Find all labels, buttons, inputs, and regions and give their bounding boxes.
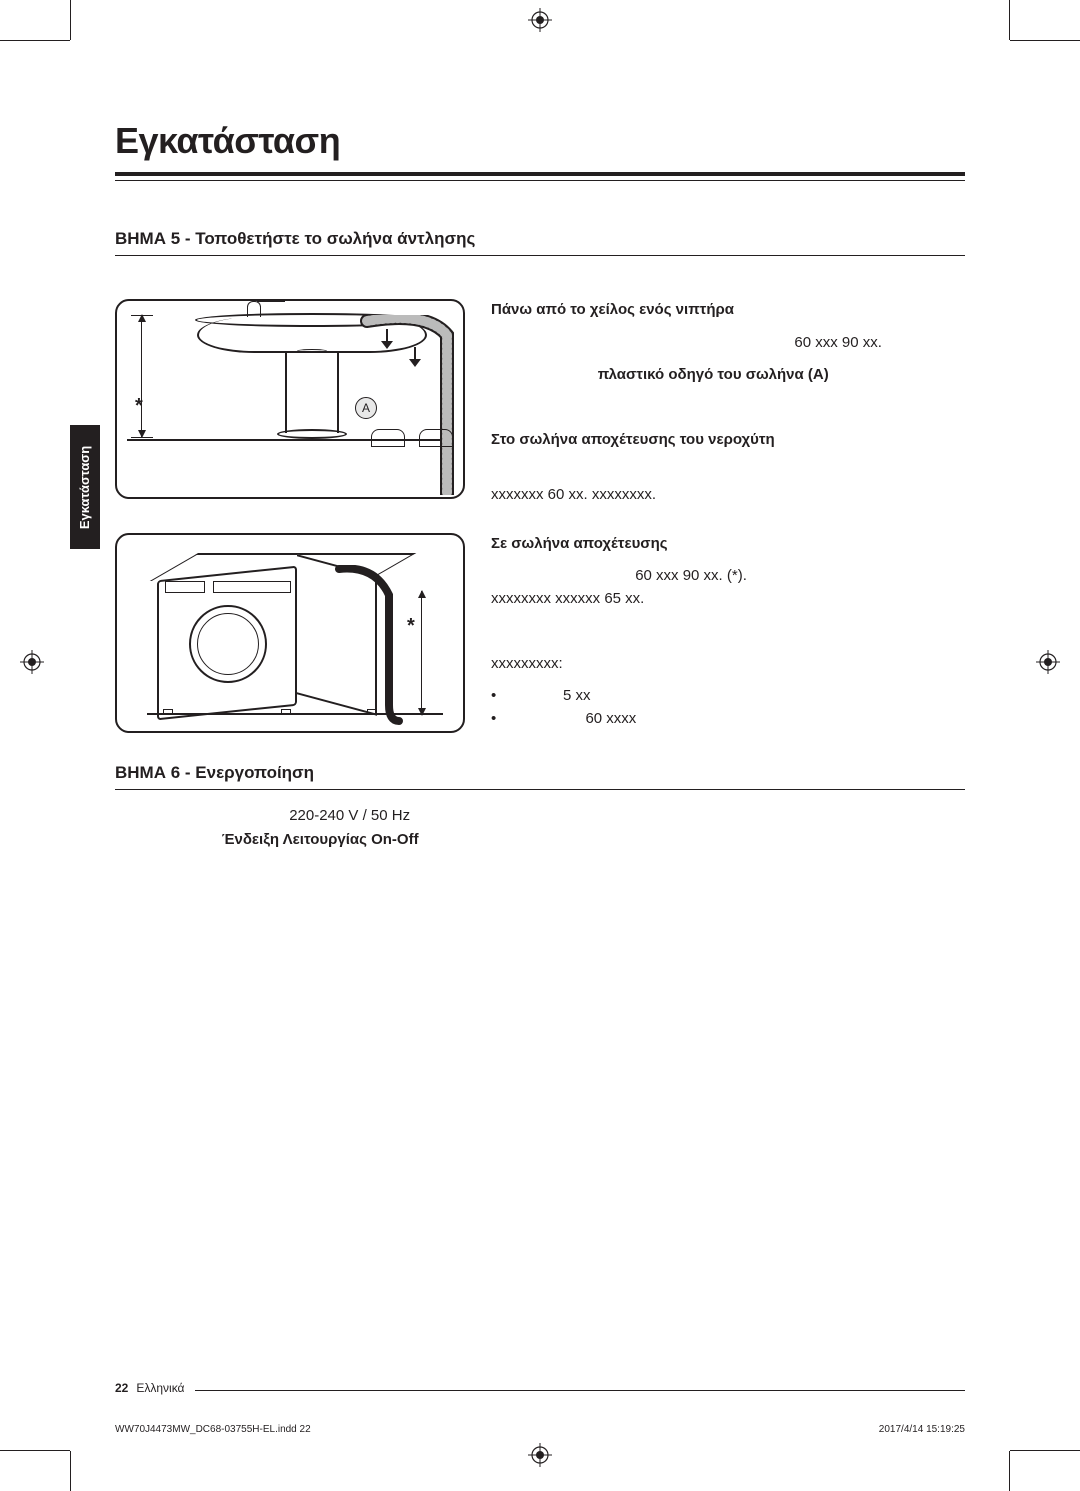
footer-rule — [115, 1390, 965, 1391]
crop-mark — [70, 0, 71, 40]
step6-body: xxxxxxx xx xxxxxxx xxxxx 220-240 V / 50 … — [115, 804, 965, 876]
list-item: xxxxxxx 5 xx — [491, 685, 965, 708]
list-item: xxxxxxxxxx 60 xxxx — [491, 708, 965, 731]
crop-mark — [70, 1451, 71, 1491]
step5-c-text: Σε σωλήνα αποχέτευσης xx xxxxxx xxxxxxx … — [491, 533, 965, 733]
registration-mark-icon — [528, 8, 552, 32]
step5-heading: ΒΗΜΑ 5 - Τοποθετήστε το σωλήνα άντλησης — [115, 229, 965, 256]
section-tab: Εγκατάσταση — [70, 425, 100, 549]
export-timestamp: 2017/4/14 15:19:25 — [879, 1424, 965, 1435]
crop-mark — [0, 40, 70, 41]
step6: ΒΗΜΑ 6 - Ενεργοποίηση xxxxxxx xx xxxxxxx… — [115, 763, 965, 876]
crop-mark — [1009, 0, 1010, 40]
figure-star-label: * — [135, 395, 143, 418]
step6-heading: ΒΗΜΑ 6 - Ενεργοποίηση — [115, 763, 965, 790]
indd-filename: WW70J4473MW_DC68-03755H-EL.indd 22 — [115, 1424, 311, 1435]
figure-machine: * — [115, 533, 465, 733]
figure-star-label: * — [407, 615, 415, 638]
step5-row-c: * Σε σωλήνα αποχέτευσης xx xxxxxx xxxxxx… — [115, 533, 965, 733]
crop-mark — [1010, 1450, 1080, 1451]
arrow-down-icon — [407, 347, 423, 367]
page-title: Εγκατάσταση — [115, 120, 965, 162]
title-rule — [115, 172, 965, 181]
section-tab-label: Εγκατάσταση — [78, 445, 93, 528]
subheading-a: Πάνω από το χείλος ενός νιπτήρα — [491, 301, 734, 318]
registration-mark-icon — [20, 650, 44, 674]
subheading-b: Στο σωλήνα αποχέτευσης του νεροχύτη — [491, 431, 775, 448]
step5-intro: xxxxx xxxxxxxxx xxxxx xxx xxxxxxx: — [115, 270, 965, 287]
page-content: Εγκατάσταση Εγκατάσταση ΒΗΜΑ 5 - Τοποθετ… — [70, 40, 1010, 1451]
crop-mark — [1010, 40, 1080, 41]
crop-mark — [1009, 1451, 1010, 1491]
step5-row-a: * A Πάνω από το χείλος ενός νιπτήρα xx x… — [115, 299, 965, 517]
figure-a-label: A — [355, 397, 377, 419]
crop-mark — [0, 1450, 70, 1451]
arrow-down-icon — [379, 329, 395, 349]
requirements-list: xxxxxxx 5 xx xxxxxxxxxx 60 xxxx — [491, 685, 965, 730]
subheading-c: Σε σωλήνα αποχέτευσης — [491, 535, 668, 552]
figure-sink: * A — [115, 299, 465, 499]
step5-a-text: Πάνω από το χείλος ενός νιπτήρα xx xxxxx… — [491, 299, 965, 517]
registration-mark-icon — [1036, 650, 1060, 674]
hose-icon — [335, 565, 415, 725]
page-number: 22Ελληνικά — [115, 1381, 195, 1395]
